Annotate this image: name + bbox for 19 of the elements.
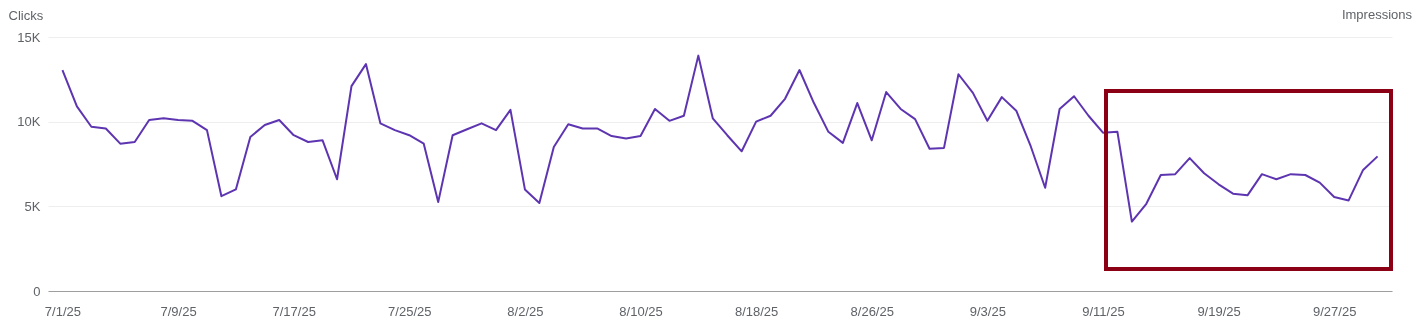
x-tick-label: 9/19/25 <box>1197 303 1241 319</box>
x-tick-label: 7/17/25 <box>272 303 316 319</box>
x-tick-label: 8/2/25 <box>507 303 544 319</box>
y-tick-label: 5K <box>24 198 41 214</box>
x-tick-label: 8/26/25 <box>850 303 894 319</box>
x-tick-label: 8/10/25 <box>619 303 663 319</box>
x-tick-label: 7/25/25 <box>388 303 432 319</box>
y-axis-title: Clicks <box>8 7 44 23</box>
x-tick-label: 7/9/25 <box>160 303 197 319</box>
y-tick-label: 10K <box>17 114 41 130</box>
x-tick-label: 7/1/25 <box>44 303 82 319</box>
y2-axis-title: Impressions <box>1341 7 1413 22</box>
x-tick-label: 9/27/25 <box>1313 303 1357 319</box>
x-tick-label: 8/18/25 <box>734 303 779 319</box>
y-tick-label: 0 <box>33 283 41 299</box>
y-tick-label: 15K <box>17 29 41 45</box>
x-tick-label: 9/3/25 <box>969 303 1006 319</box>
x-tick-label: 9/11/25 <box>1082 303 1125 319</box>
line-series <box>61 54 1379 223</box>
